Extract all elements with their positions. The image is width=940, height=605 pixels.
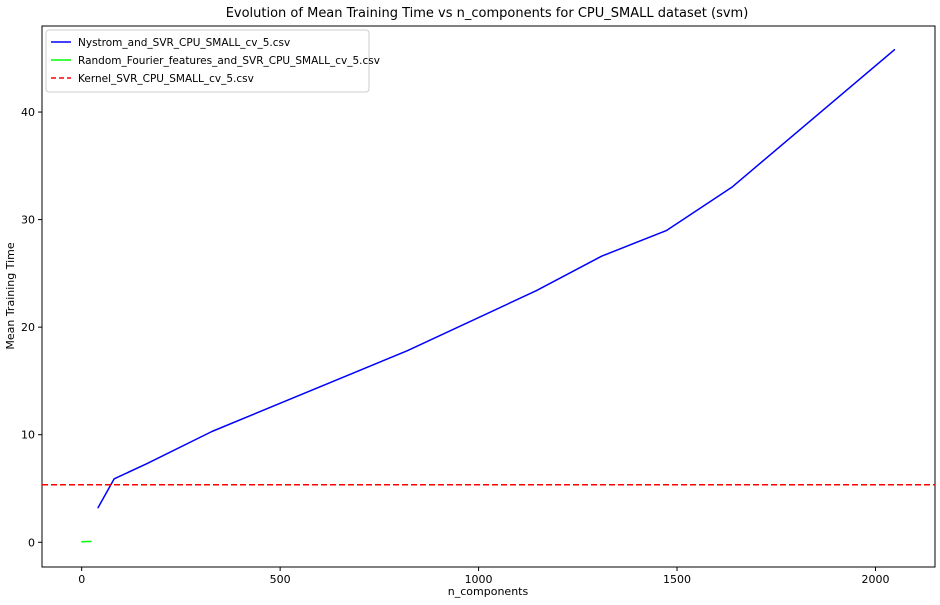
series-0-point (666, 229, 668, 231)
series-1-point (84, 541, 86, 543)
series-0-point (146, 463, 148, 465)
series-0-line (97, 49, 895, 509)
series-0-point (113, 478, 115, 480)
x-tick-label: 2000 (861, 573, 889, 586)
x-tick-label: 1000 (465, 573, 493, 586)
chart-title: Evolution of Mean Training Time vs n_com… (226, 6, 749, 21)
series-layer (42, 49, 935, 543)
y-tick-label: 40 (21, 106, 35, 119)
legend-box (45, 29, 370, 93)
legend: Nystrom_and_SVR_CPU_SMALL_cv_5.csv Random… (45, 29, 380, 93)
x-tick-label: 1500 (663, 573, 691, 586)
legend-label: Random_Fourier_features_and_SVR_CPU_SMAL… (78, 55, 380, 67)
y-tick-label: 30 (21, 214, 35, 227)
series-0-point (893, 49, 896, 51)
y-tick-label: 10 (21, 429, 35, 442)
y-axis-label: Mean Training Time (4, 242, 17, 350)
series-0-point (731, 186, 733, 188)
series-1-point (90, 540, 92, 543)
ticks-layer: 0 500 1000 1500 2000 0 10 20 30 40 (21, 106, 889, 586)
y-tick-label: 20 (21, 321, 35, 334)
x-axis-label: n_components (448, 585, 529, 598)
series-0-point (406, 350, 408, 352)
series-0-point (97, 507, 99, 509)
series-0-point (535, 289, 538, 292)
series-0-point (601, 255, 603, 257)
legend-label: Nystrom_and_SVR_CPU_SMALL_cv_5.csv (78, 37, 290, 49)
legend-label: Kernel_SVR_CPU_SMALL_cv_5.csv (78, 73, 254, 85)
series-1-point (87, 540, 89, 543)
x-tick-label: 500 (270, 573, 291, 586)
y-tick-label: 0 (28, 536, 35, 549)
x-tick-label: 0 (78, 573, 85, 586)
plot-area (41, 25, 936, 568)
series-0-point (211, 430, 213, 433)
series-1-point (82, 541, 84, 543)
